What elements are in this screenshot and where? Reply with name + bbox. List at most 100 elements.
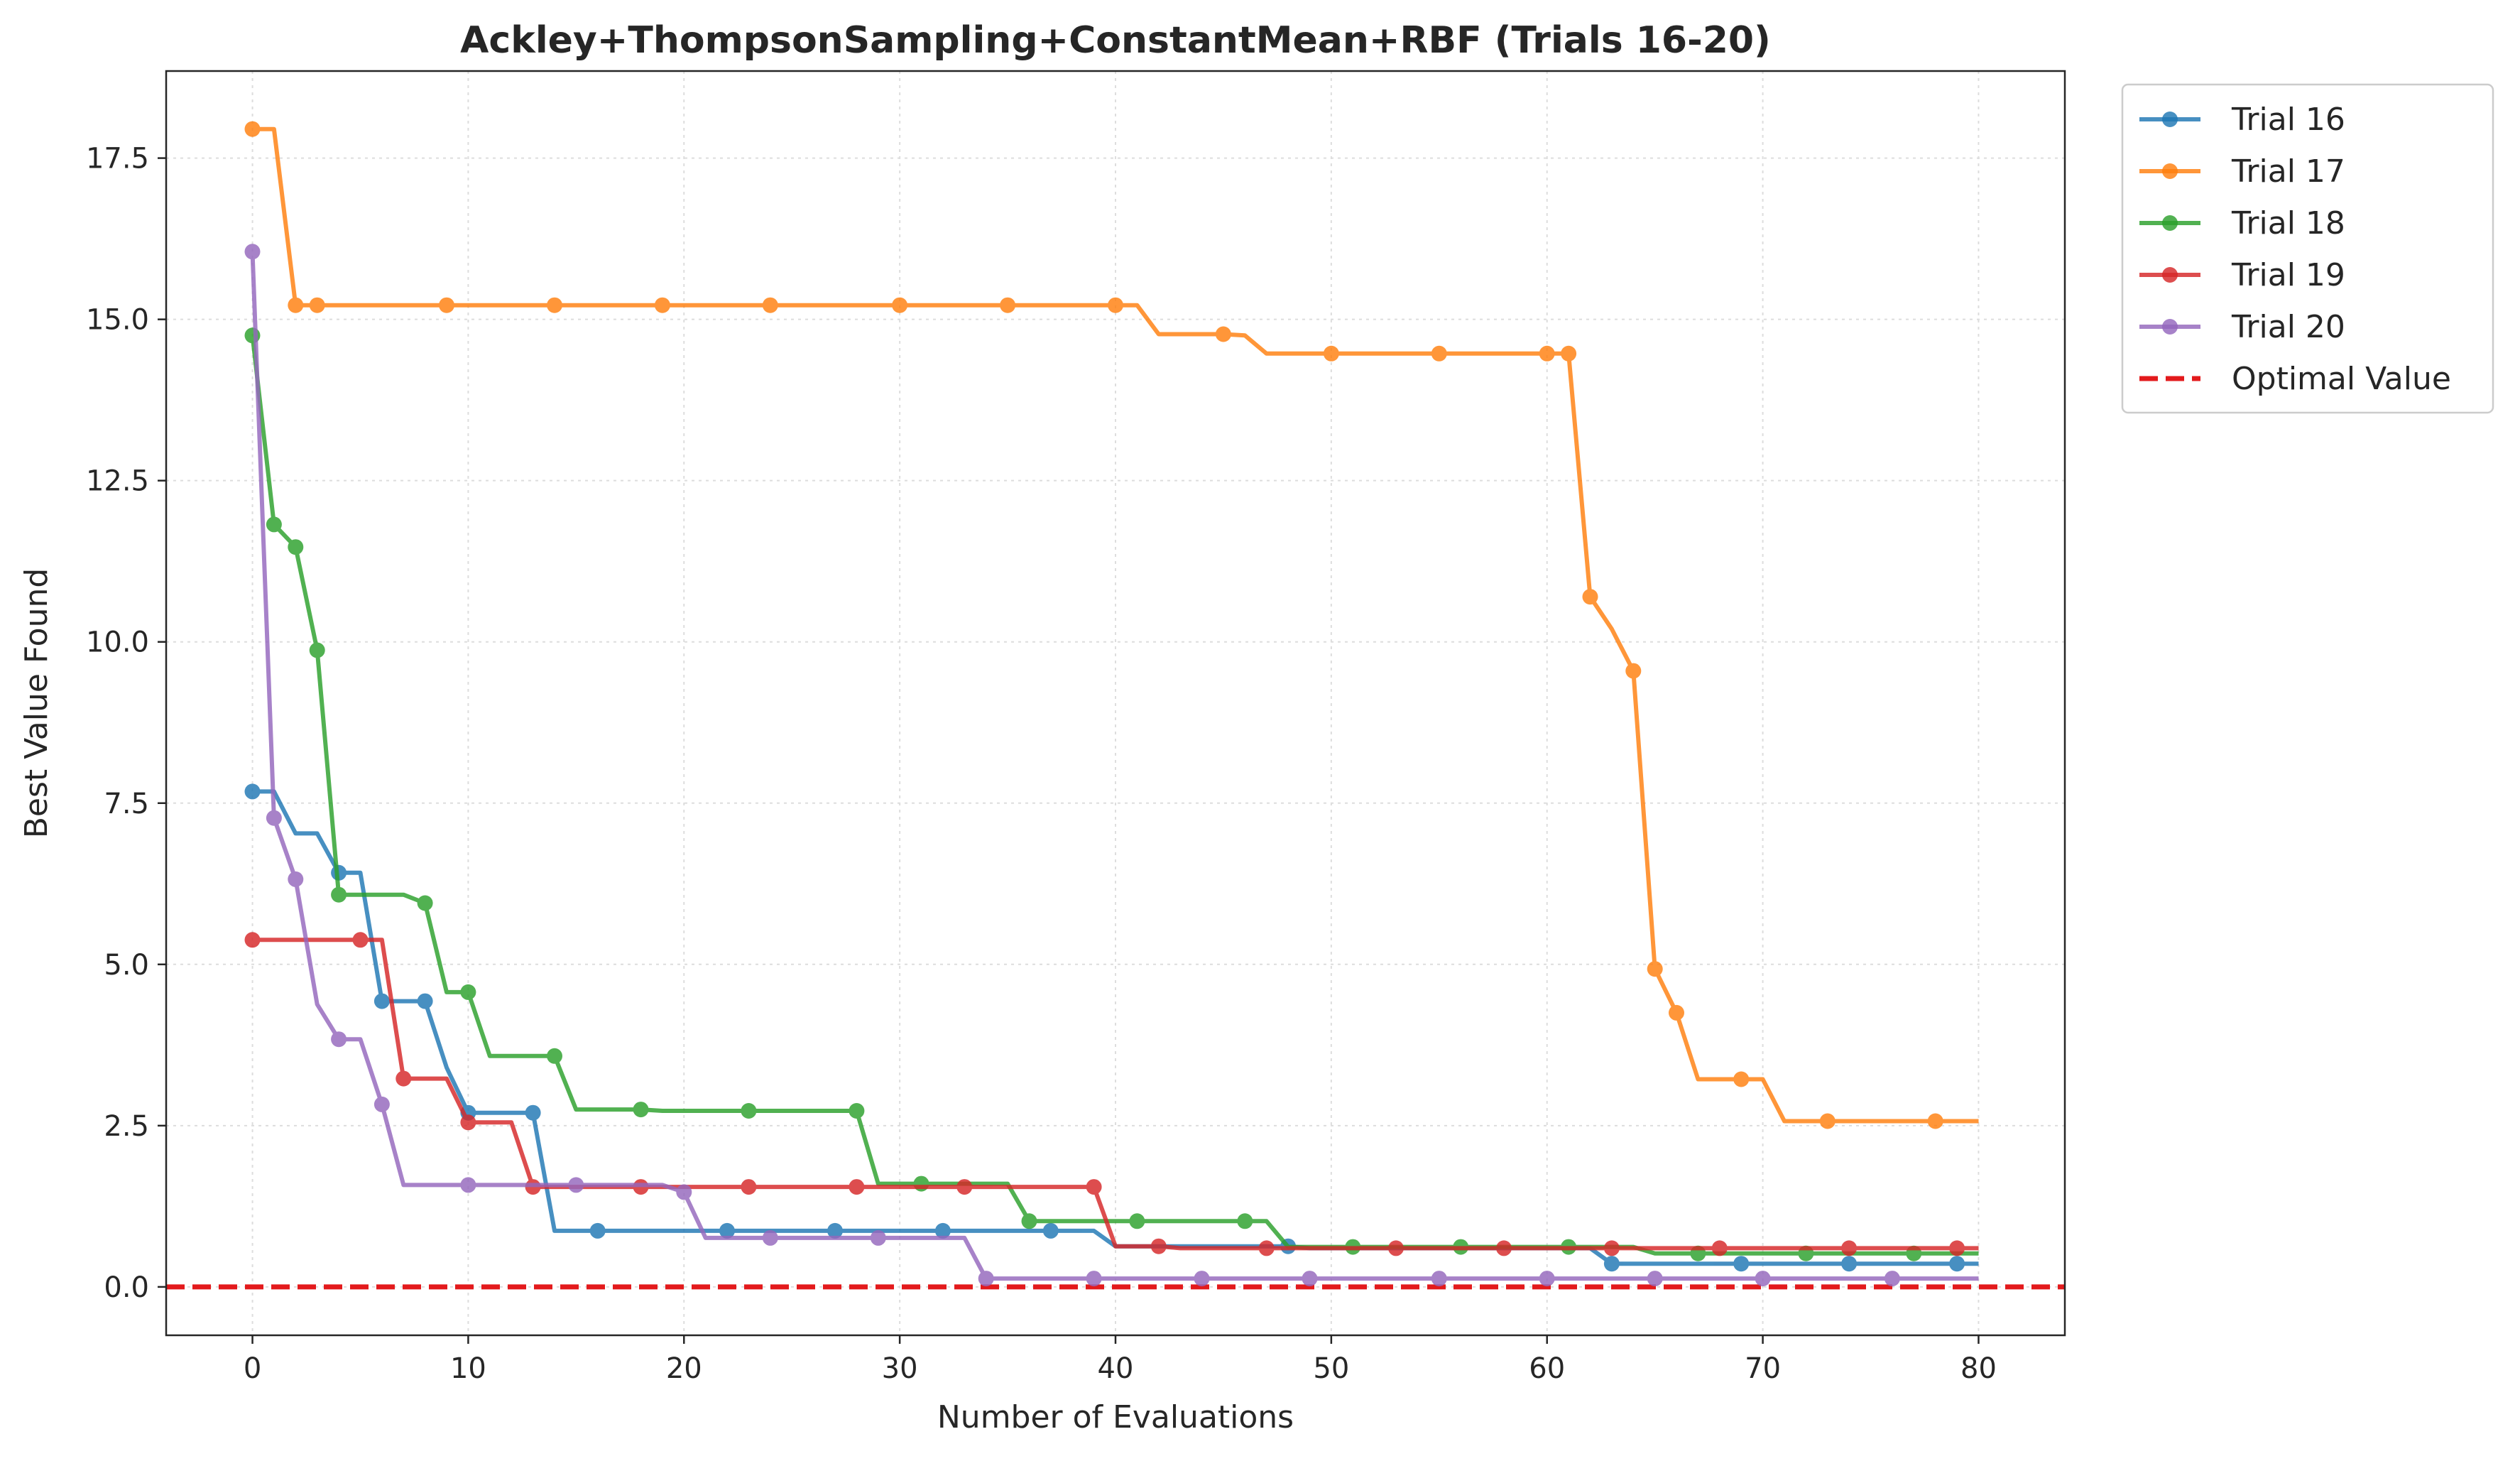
data-point: [1237, 1213, 1253, 1229]
x-tick-label: 60: [1529, 1352, 1565, 1385]
data-point: [266, 516, 282, 533]
data-point: [762, 297, 778, 313]
data-point: [1733, 1071, 1750, 1087]
data-point: [244, 244, 261, 260]
data-point: [1021, 1213, 1037, 1229]
data-point: [1819, 1113, 1836, 1129]
data-point: [1129, 1213, 1145, 1229]
data-point: [1388, 1240, 1404, 1256]
y-axis-label: Best Value Found: [18, 568, 55, 839]
data-point: [1647, 1271, 1663, 1287]
data-point: [978, 1271, 994, 1287]
x-tick-label: 50: [1313, 1352, 1349, 1385]
data-point: [1150, 1238, 1167, 1254]
data-point: [331, 1031, 347, 1048]
data-point: [892, 297, 908, 313]
data-point: [288, 871, 304, 887]
series-line: [250, 251, 1979, 1281]
data-point: [1323, 345, 1339, 362]
data-point: [417, 895, 433, 911]
data-point: [1603, 1256, 1620, 1272]
data-point: [1431, 1271, 1447, 1287]
x-tick-label: 40: [1098, 1352, 1134, 1385]
data-point: [1733, 1256, 1750, 1272]
data-point: [396, 1070, 412, 1087]
series-trial-20: [244, 244, 1979, 1287]
y-tick-label: 5.0: [104, 949, 149, 982]
data-point: [827, 1222, 843, 1239]
legend-item: Trial 20: [2139, 309, 2345, 345]
data-point: [1086, 1179, 1102, 1195]
legend-marker-swatch: [2162, 112, 2178, 127]
data-point: [547, 1048, 562, 1064]
data-point: [1194, 1271, 1210, 1287]
legend-marker-swatch: [2162, 215, 2178, 231]
legend-label: Optimal Value: [2232, 361, 2451, 397]
x-tick-label: 30: [882, 1352, 918, 1385]
x-tick-label: 80: [1960, 1352, 1997, 1385]
data-point: [1561, 345, 1577, 362]
x-tick-label: 10: [450, 1352, 486, 1385]
data-point: [849, 1103, 865, 1119]
data-point: [1431, 345, 1447, 362]
chart-title: Ackley+ThompsonSampling+ConstantMean+RBF…: [460, 19, 1771, 62]
data-point: [1042, 1222, 1059, 1239]
legend-marker-swatch: [2162, 163, 2178, 179]
data-point: [1927, 1113, 1943, 1129]
legend-item: Trial 19: [2139, 257, 2345, 293]
series-line: [252, 126, 1979, 1124]
legend-label: Trial 18: [2231, 205, 2345, 241]
data-point: [244, 121, 261, 137]
data-point: [309, 642, 325, 658]
data-point: [309, 297, 325, 313]
data-point: [331, 886, 347, 903]
data-point: [1949, 1240, 1965, 1256]
series-trial-17: [244, 121, 1979, 1129]
data-point: [1582, 589, 1598, 605]
x-tick-label: 70: [1745, 1352, 1781, 1385]
data-point: [1711, 1240, 1728, 1256]
data-point: [1669, 1004, 1684, 1021]
legend: Trial 16 Trial 17 Trial 18 Trial 19 Trial 20…: [2121, 83, 2494, 414]
data-point: [1755, 1271, 1771, 1287]
data-point: [1949, 1256, 1965, 1272]
data-point: [1086, 1271, 1102, 1287]
data-point: [1258, 1240, 1275, 1256]
data-point: [934, 1222, 951, 1239]
data-point: [1539, 345, 1555, 362]
data-point: [373, 1096, 390, 1112]
data-point: [417, 993, 433, 1009]
data-point: [244, 932, 261, 948]
data-point: [1625, 663, 1642, 679]
data-point: [439, 297, 454, 313]
data-point: [633, 1102, 649, 1118]
data-point: [1215, 326, 1231, 342]
data-point: [373, 993, 390, 1009]
legend-item: Trial 17: [2139, 153, 2345, 190]
data-point: [870, 1229, 886, 1246]
data-point: [460, 984, 476, 1000]
data-point: [525, 1104, 541, 1121]
data-point: [1841, 1240, 1858, 1256]
data-point: [719, 1222, 735, 1239]
y-tick-label: 15.0: [86, 304, 149, 337]
legend-item: Trial 18: [2139, 205, 2345, 241]
data-point: [1603, 1240, 1620, 1256]
y-tick-label: 12.5: [86, 465, 149, 498]
y-tick-label: 2.5: [104, 1110, 149, 1143]
legend-item: Trial 16: [2139, 102, 2345, 138]
series-group: [244, 121, 1979, 1287]
data-point: [568, 1177, 584, 1193]
data-point: [1841, 1256, 1858, 1272]
legend-label: Trial 19: [2231, 257, 2345, 293]
data-point: [849, 1179, 865, 1195]
ticks: 0 10 20 30 40 50 60 70 80 0.0 2.5 5.0 7.5 10.0 12.5 15.…: [86, 143, 1997, 1385]
y-tick-label: 17.5: [86, 143, 149, 175]
legend-marker-swatch: [2162, 319, 2178, 335]
data-point: [460, 1177, 476, 1193]
data-point: [741, 1179, 757, 1195]
x-tick-label: 20: [666, 1352, 702, 1385]
data-point: [1496, 1240, 1512, 1256]
